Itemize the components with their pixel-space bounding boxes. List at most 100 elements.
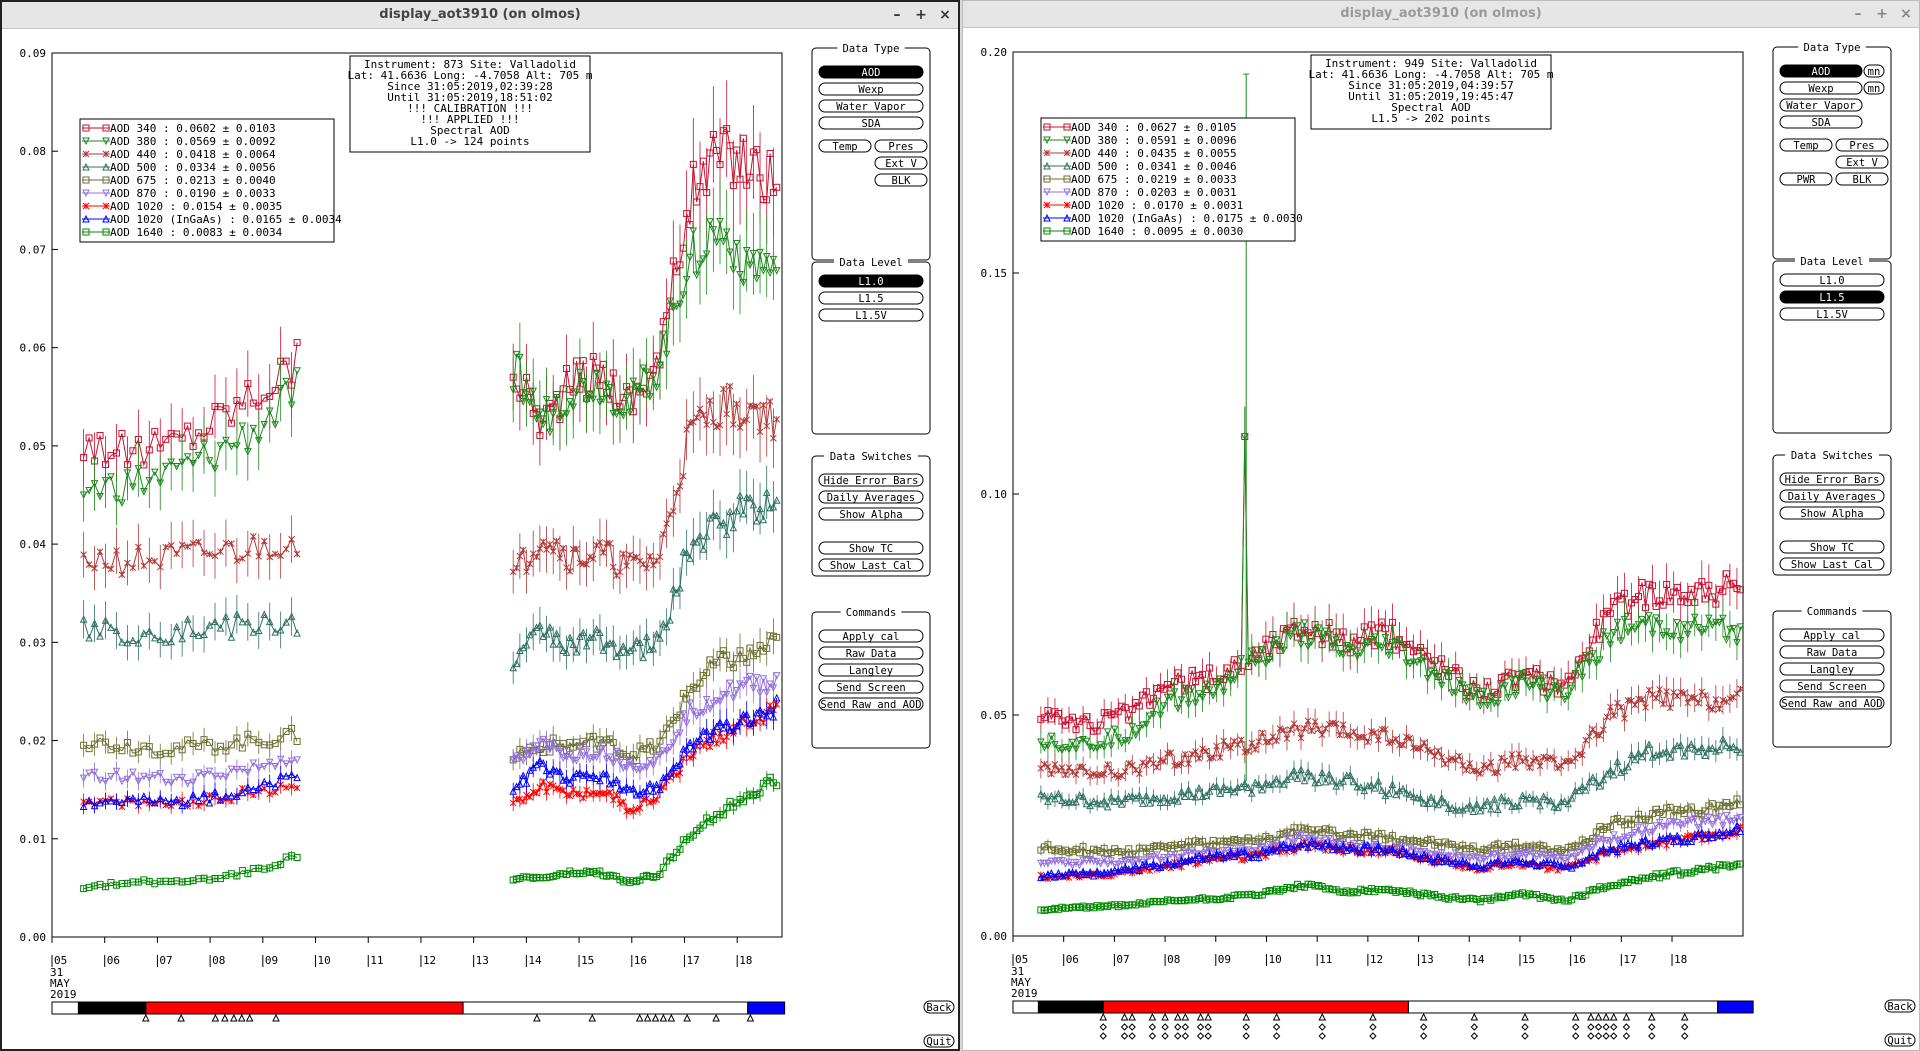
data-point bbox=[1631, 815, 1639, 823]
quit-button[interactable]: Quit bbox=[923, 1034, 955, 1048]
window-left: display_aot3910 (on olmos) – + × 0.00 0.0… bbox=[0, 0, 960, 1051]
show-tc-button[interactable]: Show TC bbox=[818, 541, 924, 555]
data-point bbox=[1536, 762, 1544, 770]
panel-data-type-title: Data Type bbox=[843, 43, 900, 55]
time-mark bbox=[230, 1013, 238, 1022]
data-point bbox=[260, 865, 268, 873]
time-mark-diamond bbox=[1648, 1023, 1656, 1031]
apply-cal-button[interactable]: Apply cal bbox=[1779, 628, 1885, 642]
mn-button-2[interactable]: mn bbox=[1863, 81, 1885, 95]
data-point bbox=[1128, 723, 1137, 731]
data-point bbox=[739, 278, 748, 287]
show-tc-button[interactable]: Show TC bbox=[1779, 540, 1885, 554]
minimize-icon[interactable]: – bbox=[1854, 6, 1862, 22]
blk-button[interactable]: BLK bbox=[874, 173, 928, 187]
data-point bbox=[1543, 893, 1551, 901]
data-point bbox=[140, 792, 148, 800]
hide-error-bars-button[interactable]: Hide Error Bars bbox=[818, 473, 924, 487]
raw-data-button[interactable]: Raw Data bbox=[818, 646, 924, 660]
data-point bbox=[1694, 824, 1703, 832]
send-screen-button[interactable]: Send Screen bbox=[1779, 679, 1885, 693]
data-point bbox=[669, 584, 678, 593]
data-point bbox=[536, 621, 544, 629]
data-type-sda-button[interactable]: SDA bbox=[818, 116, 924, 130]
data-type-wexp-button[interactable]: Wexp bbox=[1779, 81, 1863, 95]
pres-button[interactable]: Pres bbox=[1835, 138, 1889, 152]
data-point bbox=[1684, 699, 1692, 707]
data-type-wexp-button[interactable]: Wexp bbox=[818, 82, 924, 96]
hide-error-bars-button[interactable]: Hide Error Bars bbox=[1779, 472, 1885, 486]
back-button[interactable]: Back bbox=[923, 1000, 955, 1014]
send-screen-button[interactable]: Send Screen bbox=[818, 680, 924, 694]
data-point bbox=[1627, 831, 1636, 840]
data-type-sda-button[interactable]: SDA bbox=[1779, 115, 1863, 129]
data-point bbox=[1149, 859, 1158, 868]
time-mark-diamond bbox=[1318, 1032, 1326, 1040]
ext-v-button[interactable]: Ext V bbox=[1835, 155, 1889, 169]
data-point bbox=[90, 619, 99, 627]
data-point bbox=[1483, 894, 1491, 902]
ext-v-button[interactable]: Ext V bbox=[874, 156, 928, 170]
data-point bbox=[1290, 720, 1298, 727]
daily-averages-button[interactable]: Daily Averages bbox=[818, 490, 924, 504]
close-icon[interactable]: × bbox=[1900, 6, 1912, 22]
pwr-button[interactable]: PWR bbox=[1779, 172, 1833, 186]
data-point bbox=[1543, 695, 1551, 704]
level-l1-0-button[interactable]: L1.0 bbox=[1779, 273, 1885, 287]
data-type-water-vapor-button[interactable]: Water Vapor bbox=[1779, 98, 1863, 112]
data-point bbox=[686, 738, 694, 747]
level-l1-5v-button[interactable]: L1.5V bbox=[1779, 307, 1885, 321]
data-point bbox=[1156, 798, 1165, 806]
langley-button[interactable]: Langley bbox=[1779, 662, 1885, 676]
data-point bbox=[1131, 857, 1140, 866]
blk-button[interactable]: BLK bbox=[1835, 172, 1889, 186]
quit-button[interactable]: Quit bbox=[1884, 1033, 1916, 1047]
data-point bbox=[552, 393, 561, 402]
level-l1-0-button[interactable]: L1.0 bbox=[818, 274, 924, 288]
data-point bbox=[656, 751, 664, 759]
apply-cal-button[interactable]: Apply cal bbox=[818, 629, 924, 643]
data-point bbox=[1532, 675, 1541, 684]
back-button[interactable]: Back bbox=[1884, 999, 1916, 1013]
level-l1-5-button[interactable]: L1.5 bbox=[1779, 290, 1885, 304]
data-point bbox=[1406, 887, 1414, 895]
show-alpha-button[interactable]: Show Alpha bbox=[1779, 506, 1885, 520]
data-point bbox=[1276, 842, 1284, 851]
maximize-icon[interactable]: + bbox=[915, 7, 927, 23]
raw-data-button[interactable]: Raw Data bbox=[1779, 645, 1885, 659]
data-point bbox=[1533, 755, 1540, 762]
data-point bbox=[129, 749, 137, 757]
data-point bbox=[1332, 636, 1340, 644]
minimize-icon[interactable]: – bbox=[893, 7, 901, 23]
data-type-aod-button[interactable]: AOD bbox=[818, 65, 924, 79]
data-point bbox=[1079, 763, 1087, 771]
data-point bbox=[1655, 620, 1664, 628]
data-point bbox=[1381, 633, 1390, 642]
data-point bbox=[1089, 871, 1098, 880]
level-l1-5-button[interactable]: L1.5 bbox=[818, 291, 924, 305]
langley-button[interactable]: Langley bbox=[818, 663, 924, 677]
show-last-cal-button[interactable]: Show Last Cal bbox=[818, 558, 924, 572]
send-raw-and-aod-button[interactable]: Send Raw and AOD bbox=[818, 697, 924, 711]
maximize-icon[interactable]: + bbox=[1876, 6, 1888, 22]
titlebar-left[interactable]: display_aot3910 (on olmos) – + × bbox=[2, 2, 958, 29]
titlebar-right[interactable]: display_aot3910 (on olmos) – + × bbox=[963, 1, 1919, 28]
data-point bbox=[293, 784, 301, 792]
show-alpha-button[interactable]: Show Alpha bbox=[818, 507, 924, 521]
data-type-water-vapor-button[interactable]: Water Vapor bbox=[818, 99, 924, 113]
data-point bbox=[1655, 818, 1664, 827]
pres-button[interactable]: Pres bbox=[874, 139, 928, 153]
data-point bbox=[1304, 880, 1312, 888]
data-type-aod-button[interactable]: AOD bbox=[1779, 64, 1863, 78]
data-point bbox=[1589, 650, 1597, 658]
data-point bbox=[91, 740, 99, 748]
show-last-cal-button[interactable]: Show Last Cal bbox=[1779, 557, 1885, 571]
data-point bbox=[227, 741, 235, 749]
close-icon[interactable]: × bbox=[939, 7, 951, 23]
level-l1-5v-button[interactable]: L1.5V bbox=[818, 308, 924, 322]
send-raw-and-aod-button[interactable]: Send Raw and AOD bbox=[1779, 696, 1885, 710]
temp-button[interactable]: Temp bbox=[818, 139, 872, 153]
temp-button[interactable]: Temp bbox=[1779, 138, 1833, 152]
daily-averages-button[interactable]: Daily Averages bbox=[1779, 489, 1885, 503]
mn-button-1[interactable]: mn bbox=[1863, 64, 1885, 78]
